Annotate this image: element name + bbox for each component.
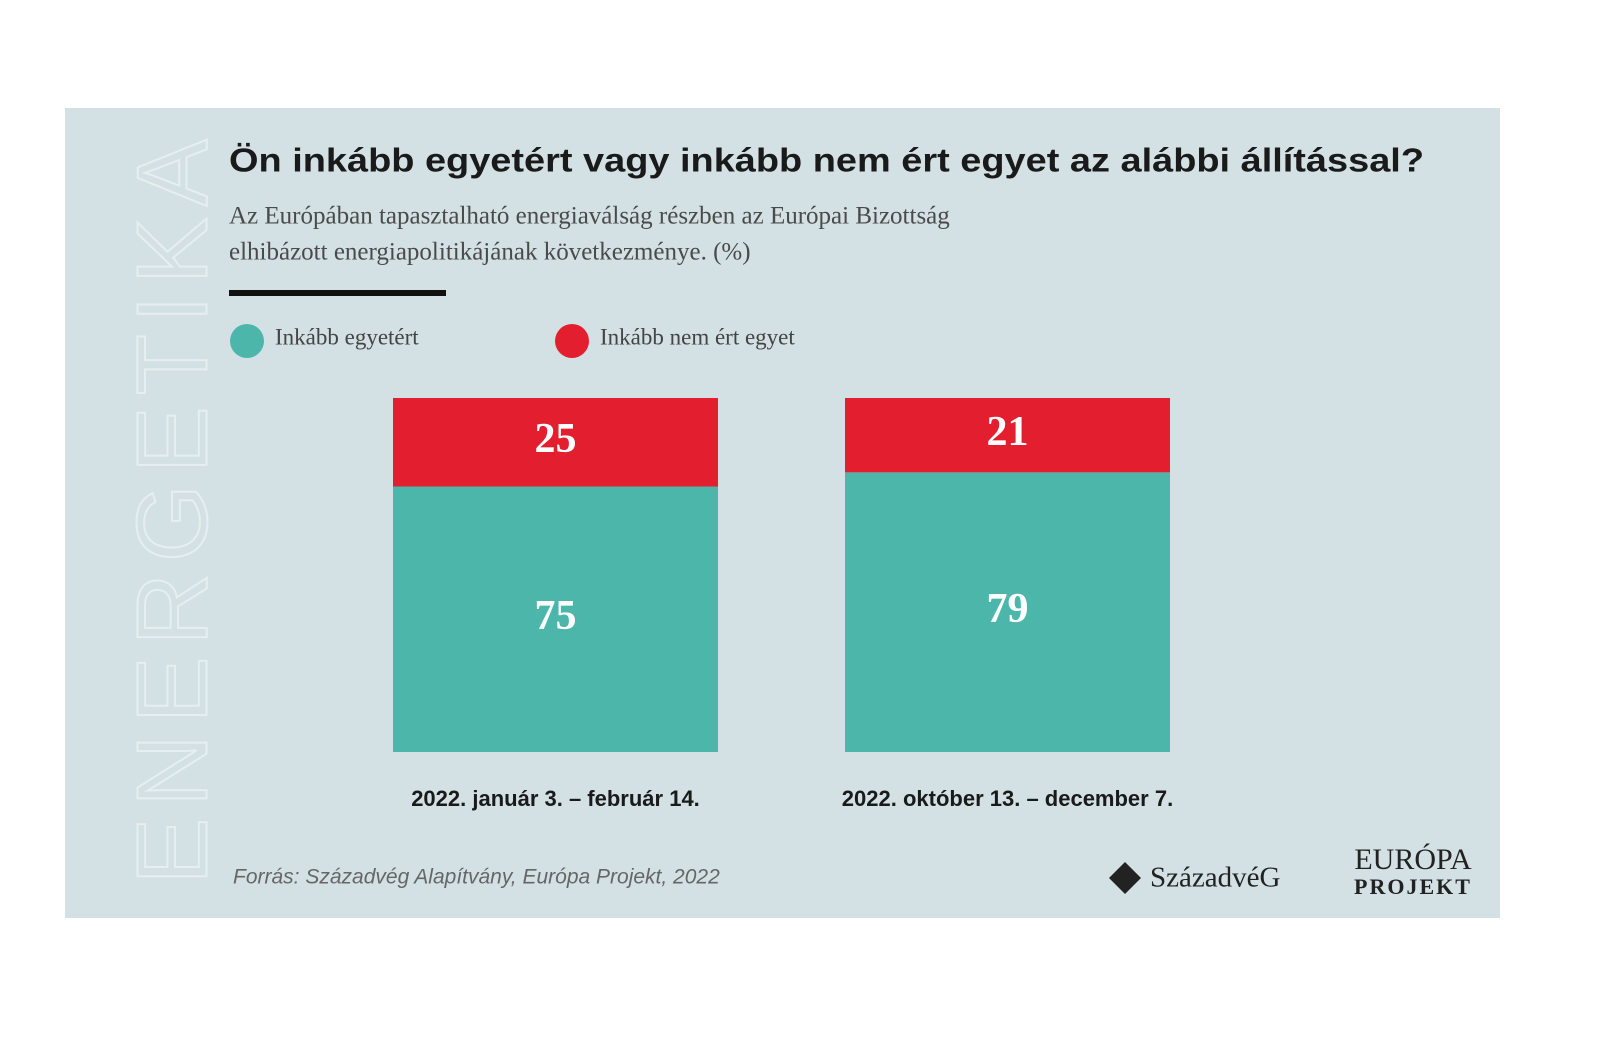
bar-segment <box>845 472 1170 752</box>
bar-segment <box>845 398 1170 473</box>
subtitle: Az Európában tapasztalható energiaválság… <box>229 203 950 230</box>
bar-segment <box>393 398 718 487</box>
legend-label: Inkább nem ért egyet <box>600 324 795 349</box>
side-label: ENERGETIKA <box>116 139 228 884</box>
panel <box>65 108 1500 918</box>
bar-segment <box>393 486 718 752</box>
legend-swatch <box>555 324 589 358</box>
logo-icon <box>1109 862 1141 894</box>
logo: EURÓPA <box>1354 843 1472 876</box>
source: Forrás: Századvég Alapítvány, Európa Pro… <box>233 866 720 889</box>
subtitle: elhibázott energiapolitikájának következ… <box>229 239 751 266</box>
value-label: 75 <box>535 593 577 639</box>
logo: PROJEKT <box>1354 874 1472 899</box>
chart-title: Ön inkább egyetért vagy inkább nem ért e… <box>229 142 1424 179</box>
value-label: 25 <box>535 416 577 462</box>
legend-swatch <box>230 324 264 358</box>
legend-label: Inkább egyetért <box>275 324 419 349</box>
value-label: 21 <box>987 409 1029 455</box>
logo: SzázadvéG <box>1150 862 1280 894</box>
x-tick-label: 2022. január 3. – február 14. <box>411 786 700 811</box>
x-tick-label: 2022. október 13. – december 7. <box>842 786 1173 811</box>
rule <box>229 290 446 296</box>
value-label: 79 <box>987 586 1029 632</box>
